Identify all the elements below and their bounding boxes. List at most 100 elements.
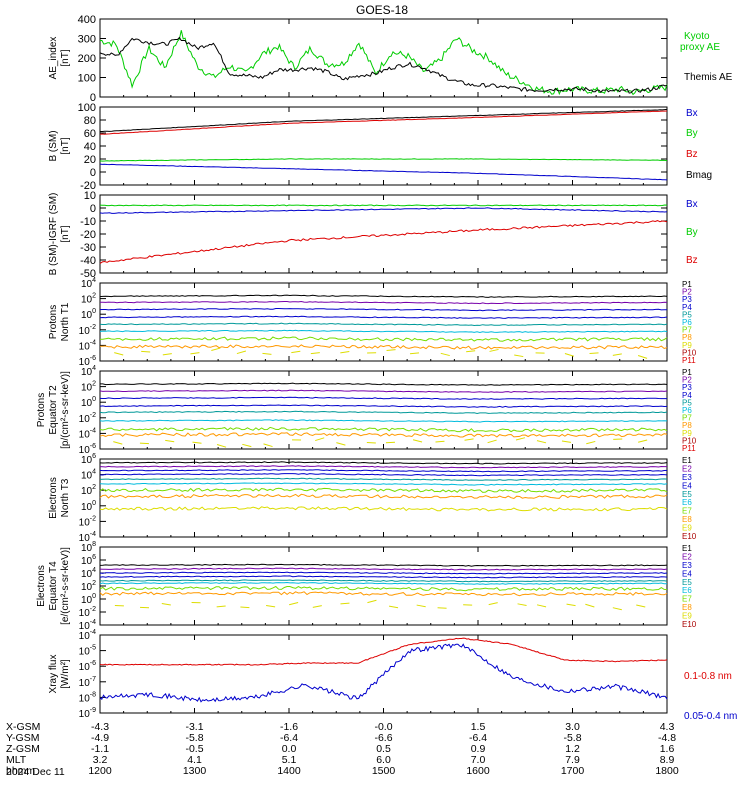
legend-themis: Themis AE [684,72,733,83]
ylabel-xray-1: Xray flux [48,655,59,694]
y-tick-label: 102 [81,293,96,306]
series-line [99,575,668,579]
series-line-bigrf-bx [99,207,668,214]
y-tick-label: 400 [78,14,96,26]
plot-title: GOES-18 [356,3,408,17]
y-tick-label: 100 [81,396,96,409]
ephemeris-value: 1.5 [471,721,486,733]
series-segment [192,441,202,444]
ylabel-eequ-1: Electrons [36,565,47,607]
series-segment [211,347,221,352]
ephemeris-row-label: Y-GSM [6,732,39,744]
series-line-bigrf-bz [99,220,668,264]
ylabel-pequ-3: [p/(cm²-s-sr-keV)] [60,371,71,449]
ephemeris-row-label: MLT [6,754,27,766]
series-line [99,329,668,334]
ylabel-enorth-1: Electrons [48,477,59,519]
y-tick-label: 106 [81,453,96,466]
series-segment [466,350,476,353]
ylabel-bigrf-2: [nT] [60,225,71,242]
legend-kyoto: Kyoto proxy AE [680,31,720,53]
legend-e2: E2 [682,552,692,561]
ephemeris-value: 1700 [561,765,585,777]
series-line [99,344,668,350]
legend-e10: E10 [682,620,697,629]
ephemeris-value: 1800 [655,765,679,777]
legend-e5: E5 [682,490,692,499]
legend-p10: P10 [682,436,697,445]
y-tick-label: 106 [81,554,96,567]
ephemeris-value: 1.2 [565,743,580,755]
y-tick-label: -50 [80,268,96,280]
legend-p6: P6 [682,318,692,327]
series-segment [216,444,227,448]
ylabel-eequ-3: [e/(cm²-s-sr-keV)] [60,547,71,625]
legend-e7: E7 [682,595,692,604]
series-segment [489,348,499,352]
y-tick-label: 102 [81,484,96,497]
y-tick-label: -40 [80,255,96,267]
legend-p7: P7 [682,326,692,335]
y-tick-label: 100 [81,593,96,606]
ephemeris-value: -4.8 [658,732,676,744]
legend-e9: E9 [682,524,692,533]
series-line-bigrf-by [99,204,668,207]
series-segment [236,350,247,355]
ylabel-ae-2: [nT] [60,49,71,66]
y-tick-label: 10-2 [79,324,96,337]
legend-p5: P5 [682,398,692,407]
legend-p3: P3 [682,383,692,392]
series-segment [409,352,420,355]
series-line-xray-short [99,643,668,703]
series-segment [464,438,474,441]
y-tick-label: -10 [80,216,96,228]
series-line [99,465,667,469]
y-tick-label: 300 [78,34,96,46]
series-segment [636,604,646,608]
legend-p7: P7 [682,414,692,423]
ephemeris-value: 1.6 [660,743,675,755]
ephemeris-value: 6.0 [376,754,391,766]
ephemeris-value: -1.1 [91,743,109,755]
series-segment [388,605,399,609]
legend-p8: P8 [682,421,692,430]
series-line [99,579,668,583]
y-tick-label: 102 [81,381,96,394]
series-line [99,482,668,486]
series-line [99,426,668,433]
y-tick-label: 10-9 [79,707,96,720]
legend-p9: P9 [682,341,692,350]
series-line [99,404,668,408]
panel-frame-p-equator [99,370,668,450]
series-segment [263,443,273,448]
panel-frame-p-north [99,282,668,362]
ephemeris-value: 0.5 [376,743,391,755]
y-tick-label: 100 [81,500,96,513]
y-tick-label: 60 [84,128,96,140]
series-line [99,581,668,585]
series-segment [113,441,123,445]
series-segment [340,602,350,605]
y-tick-label: 0 [90,203,96,215]
series-line [99,563,668,567]
y-tick-label: 100 [78,102,96,114]
legend-p11: P11 [682,444,696,453]
series-segment [216,605,226,608]
legend-p5: P5 [682,310,692,319]
panel-frame-e-equator [99,546,668,626]
series-segment [165,439,175,443]
series-segment [340,351,350,354]
series-line [99,419,668,423]
legend-p4: P4 [682,303,692,312]
y-tick-label: -20 [80,180,96,192]
legend-p9: P9 [682,429,692,438]
ephemeris-value: 4.3 [660,721,675,733]
legend-e6: E6 [682,498,692,507]
ylabel-ae-1: AE_index [48,37,59,80]
legend-p4: P4 [682,391,692,400]
series-segment [566,603,576,607]
series-line-b-bx [99,163,668,181]
legend-e1: E1 [682,544,692,553]
series-line [99,308,667,312]
